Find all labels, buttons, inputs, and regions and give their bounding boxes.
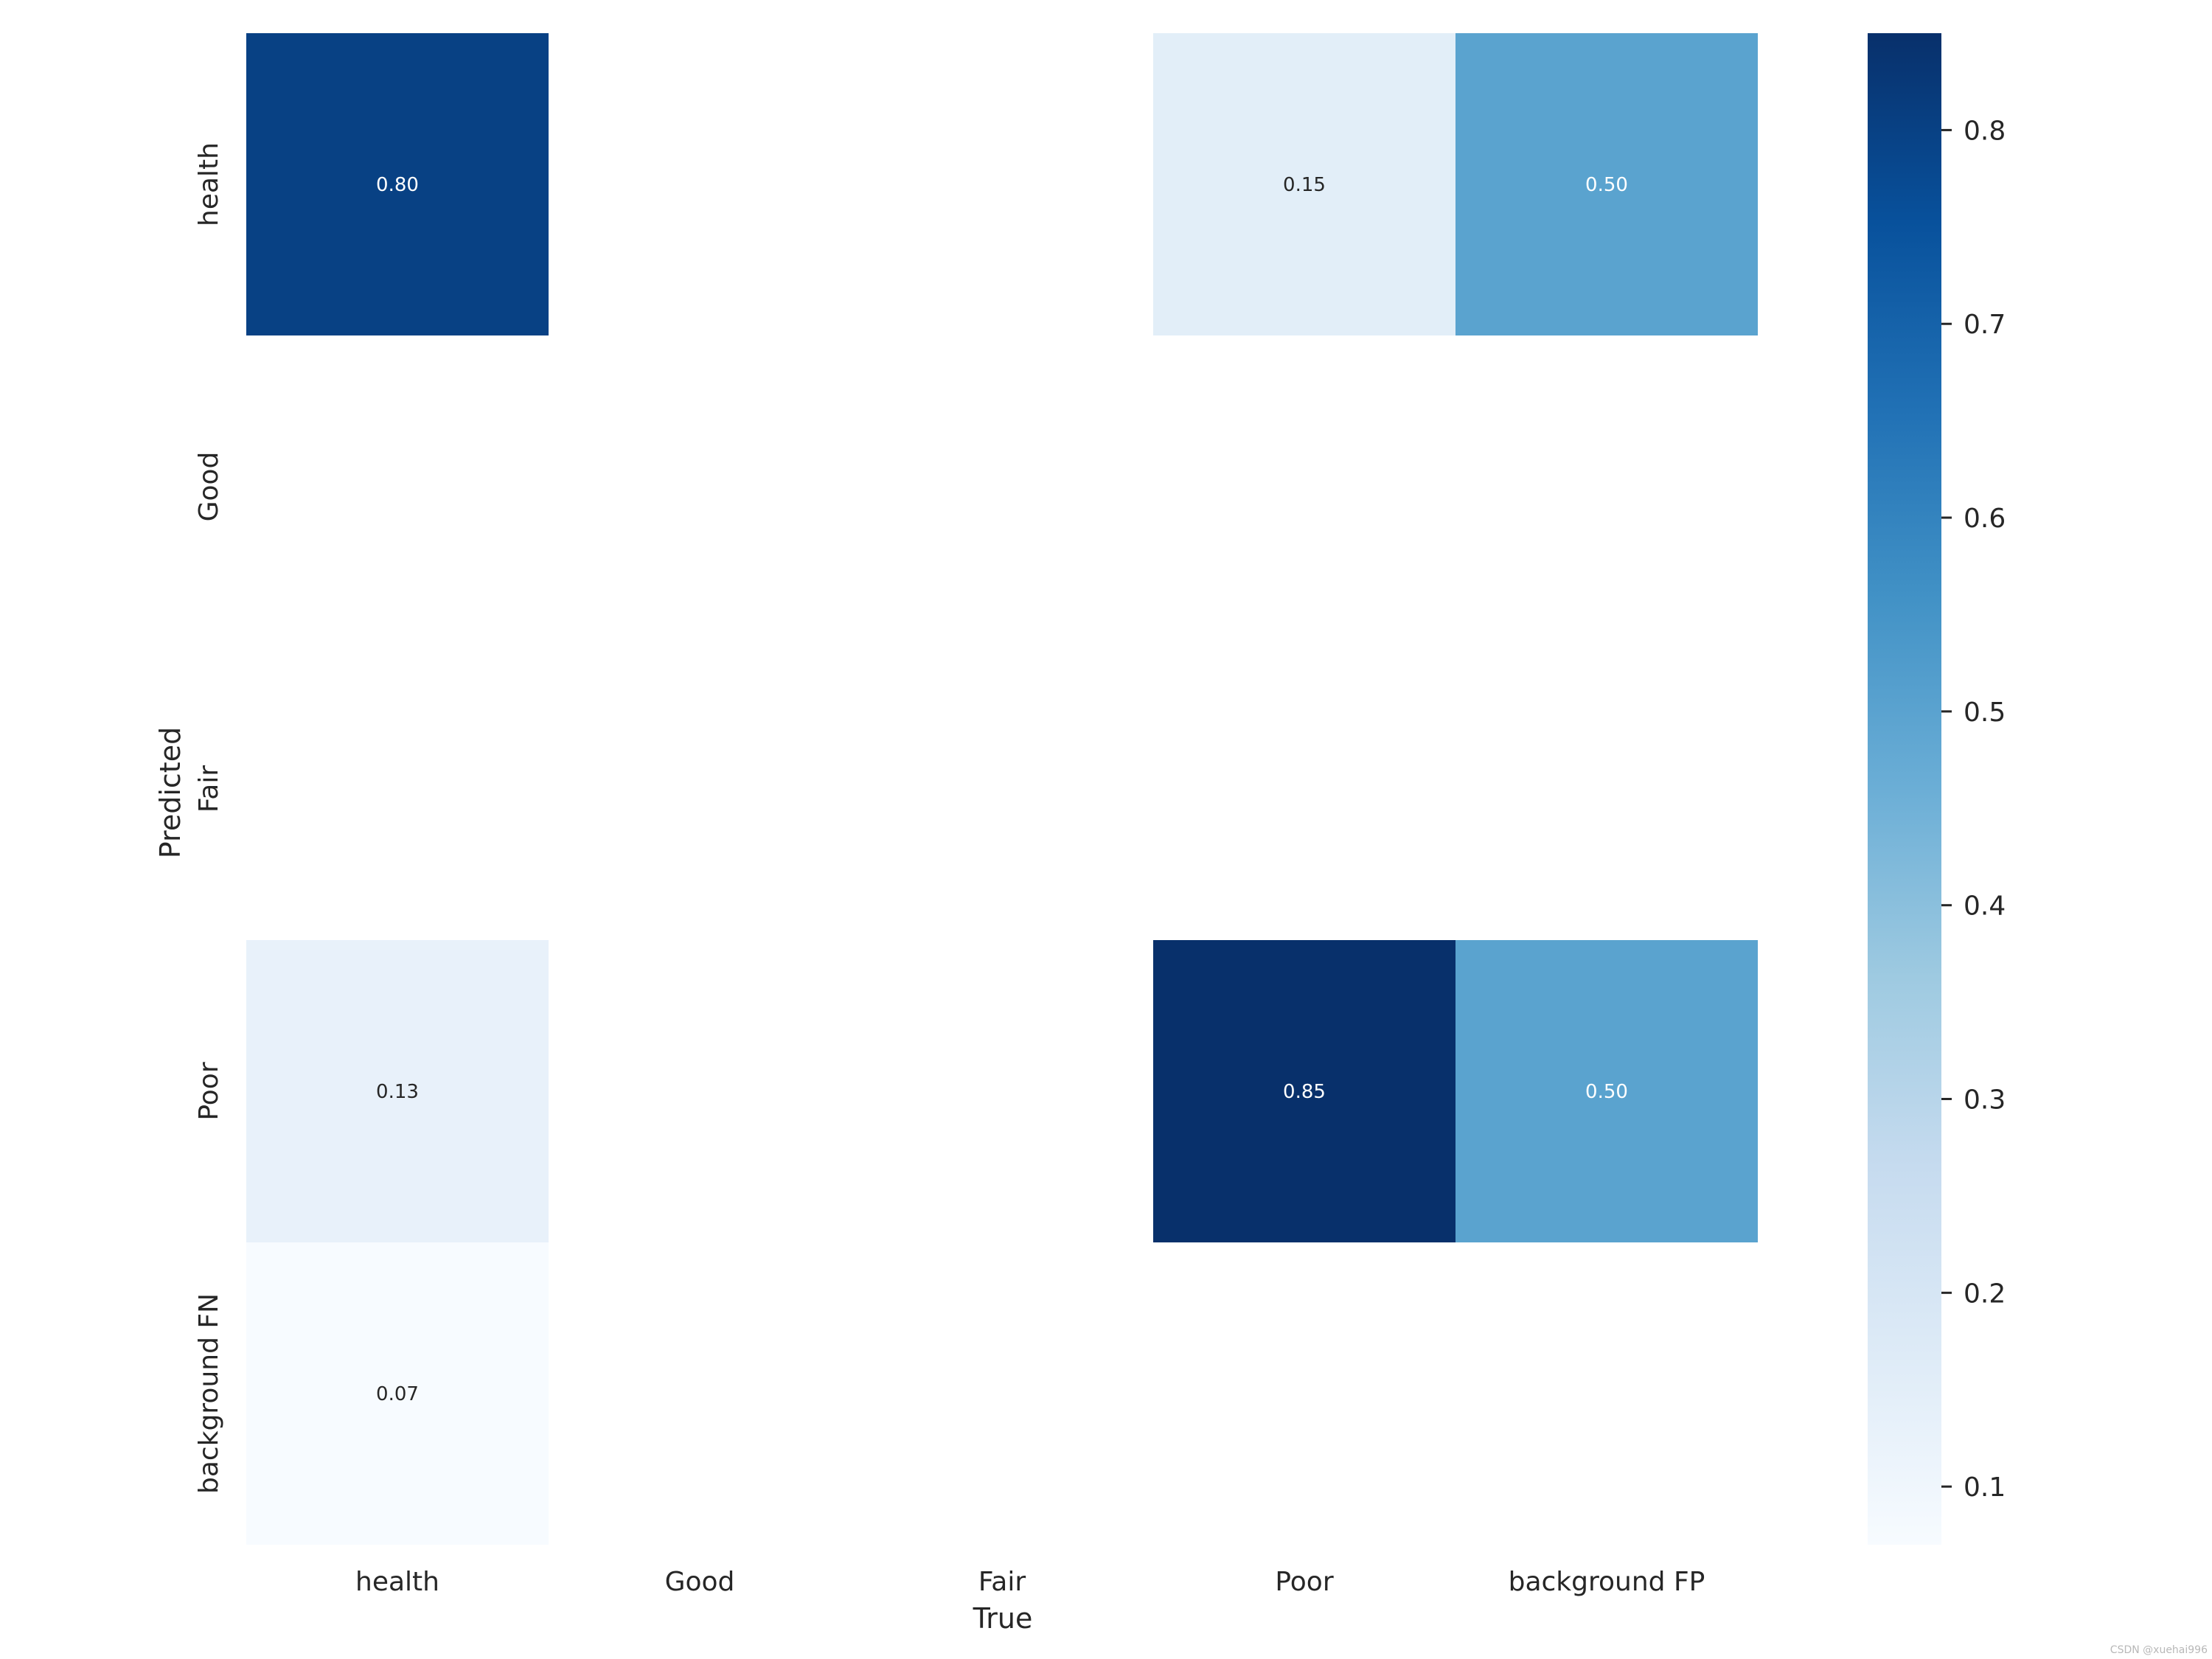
heatmap-cell [246,33,549,335]
y-tick-label: background FN [194,1293,224,1494]
heatmap-cell [246,1242,549,1545]
cell-value-label: 0.15 [1283,174,1326,196]
heatmap-cell [1153,33,1455,335]
heatmap-cell-labels: 0.80 0.15 0.50 0.13 0.85 0.50 0.07 [376,174,1628,1405]
x-tick-label: Poor [1275,1567,1333,1597]
colorbar-tick-label: 0.6 [1964,504,2006,534]
x-tick-label: Fair [978,1567,1026,1597]
heatmap-cell [1455,33,1758,335]
y-tick-label: Poor [194,1062,224,1120]
colorbar-tick-label: 0.2 [1964,1279,2006,1309]
colorbar-tick-label: 0.3 [1964,1085,2006,1116]
y-axis-label: Predicted [154,727,187,858]
colorbar-gradient [1868,33,1941,1545]
y-tick-label: health [194,142,224,226]
colorbar-tick-label: 0.1 [1964,1472,2006,1503]
colorbar: 0.1 0.2 0.3 0.4 0.5 0.6 0.7 0.8 [1868,33,2006,1545]
x-tick-label: health [355,1567,439,1597]
watermark: CSDN @xuehai996 [2110,1644,2208,1656]
heatmap-cell [246,940,549,1242]
y-tick-label: Good [194,452,224,522]
colorbar-ticks: 0.1 0.2 0.3 0.4 0.5 0.6 0.7 0.8 [1941,116,2006,1503]
y-tick-labels: health Good Fair Poor background FN [194,142,224,1494]
heatmap-cell [1153,940,1455,1242]
cell-value-label: 0.07 [376,1383,419,1405]
cell-value-label: 0.80 [376,174,419,196]
colorbar-tick-label: 0.8 [1964,116,2006,146]
heatmap-cells [246,33,1758,1545]
cell-value-label: 0.50 [1585,1081,1628,1103]
y-tick-label: Fair [194,765,224,813]
cell-value-label: 0.50 [1585,174,1628,196]
colorbar-tick-label: 0.7 [1964,310,2006,340]
x-axis-label: True [973,1602,1033,1635]
x-tick-label: Good [665,1567,735,1597]
colorbar-tick-label: 0.4 [1964,891,2006,922]
x-tick-label: background FP [1509,1567,1705,1597]
cell-value-label: 0.13 [376,1081,419,1103]
colorbar-tick-label: 0.5 [1964,698,2006,728]
x-tick-labels: health Good Fair Poor background FP [355,1567,1705,1597]
cell-value-label: 0.85 [1283,1081,1326,1103]
heatmap-cell [1455,940,1758,1242]
